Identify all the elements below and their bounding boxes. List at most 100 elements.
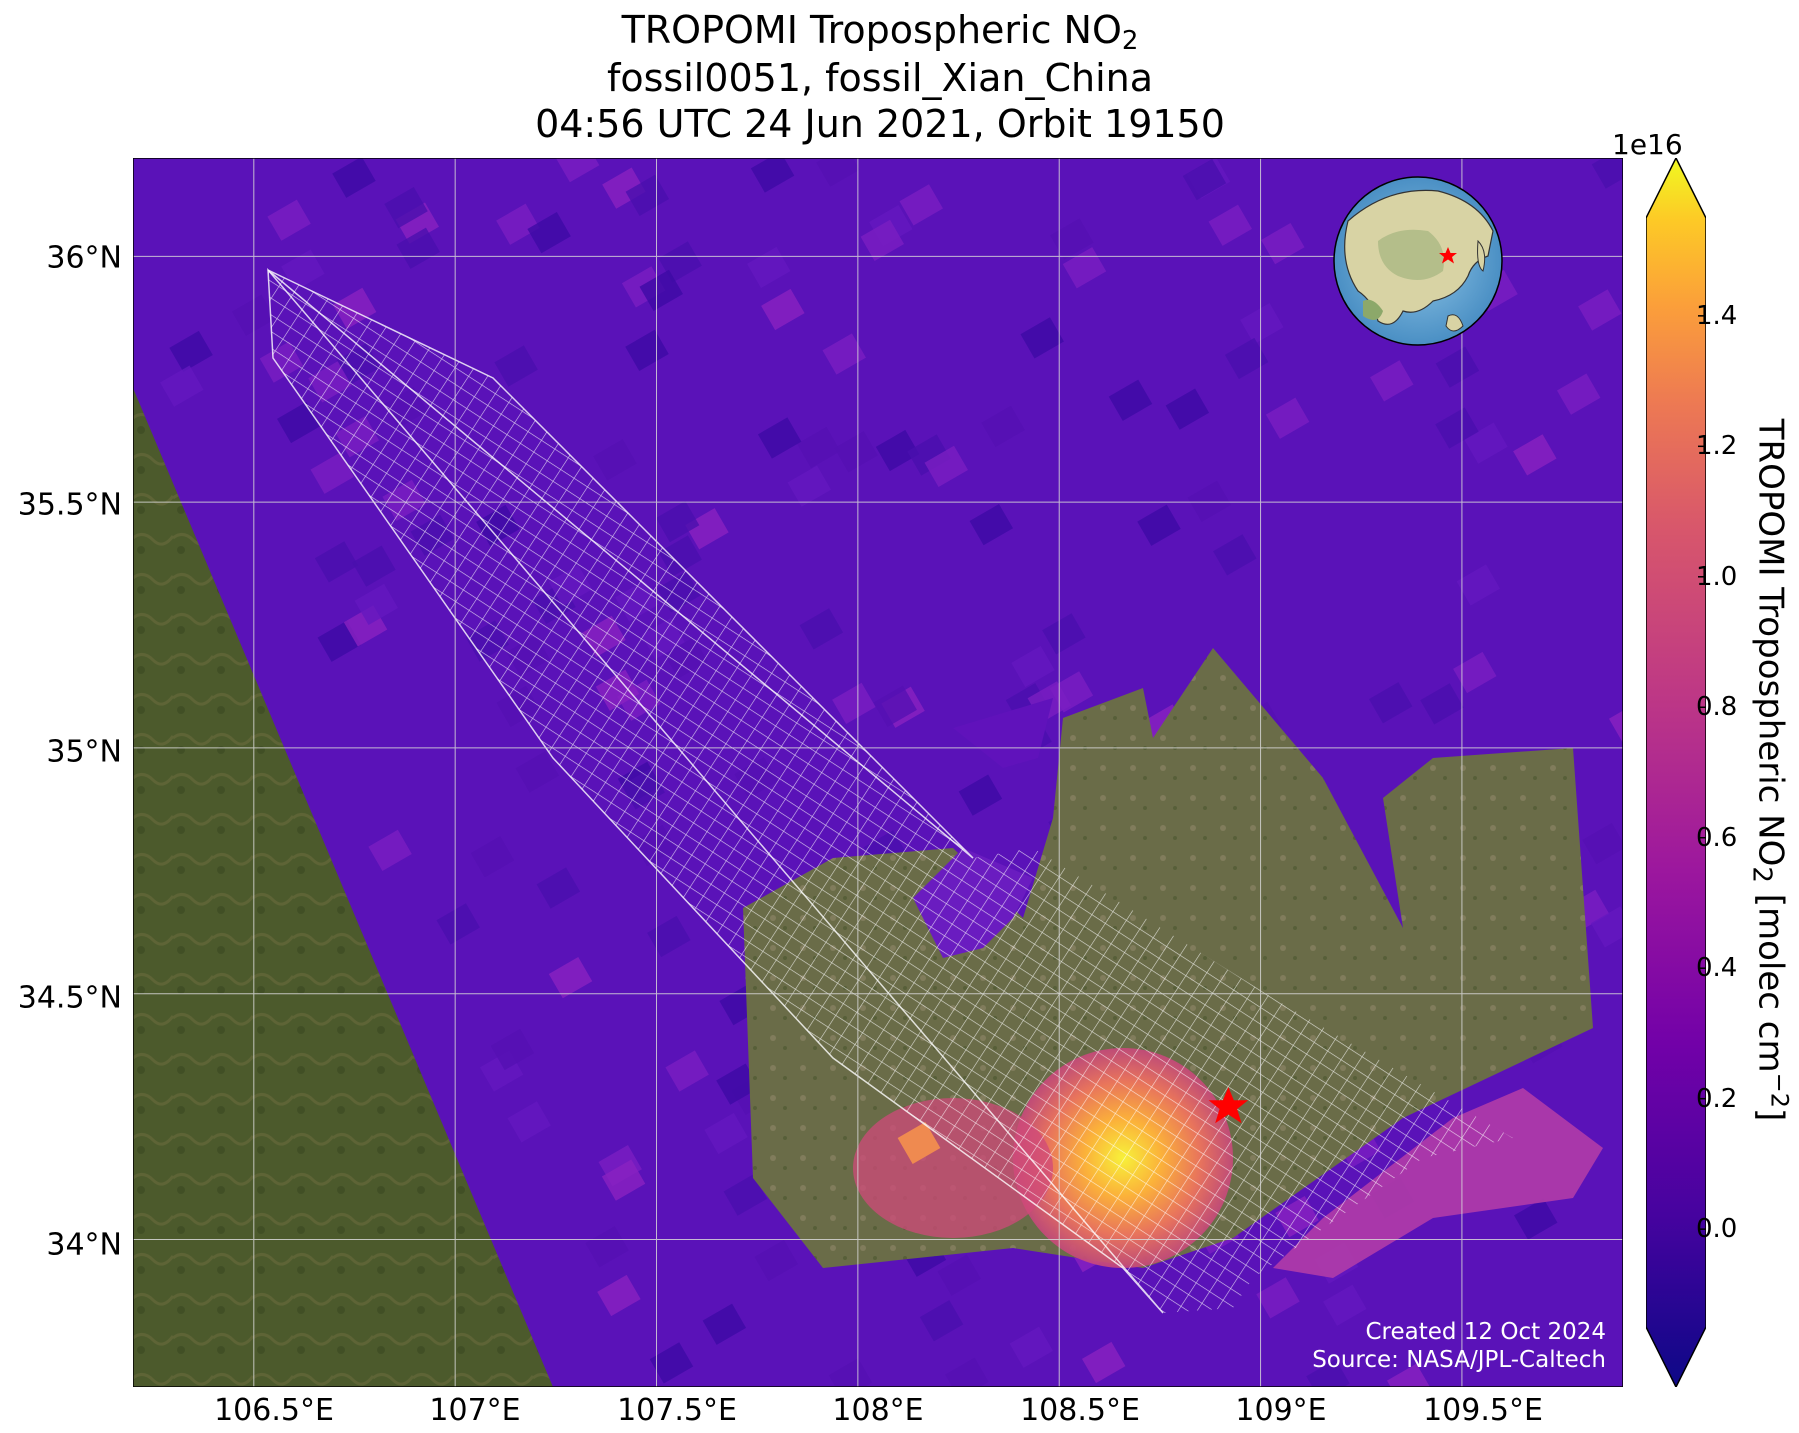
no2-pixel [1582,823,1623,865]
created-date: Created 12 Oct 2024 [1365,1319,1606,1345]
no2-pixel [1591,158,1623,189]
credit-text: Created 12 Oct 2024 Source: NASA/JPL-Cal… [1312,1318,1606,1374]
no2-pixel [436,903,480,945]
no2-pixel [665,1050,709,1092]
no2-pixel [494,345,538,387]
no2-pixel [1368,682,1413,724]
no2-pixel [277,401,321,444]
no2-pixel [958,774,1003,816]
no2-pixel [1453,651,1497,694]
no2-patch [953,698,1053,768]
no2-pixel [969,504,1014,546]
no2-pixel [515,751,560,793]
map-panel [133,158,1623,1387]
chart-subtitle-site: fossil0051, fossil_Xian_China [606,56,1154,100]
data-source: Source: NASA/JPL-Caltech [1312,1347,1606,1373]
colorbar [1645,156,1707,1389]
no2-pixel [754,1239,798,1282]
lat-tick-label: 34.5°N [17,980,122,1016]
no2-pixel [702,1303,747,1345]
no2-pixel [470,836,515,878]
no2-pixel [332,158,376,198]
no2-pixel [1513,434,1557,476]
no2-pixel [723,1174,768,1216]
no2-pixel [1042,613,1086,655]
no2-pixel [1224,337,1269,380]
no2-pixel [1435,407,1479,449]
no2-pixel [625,329,669,372]
map-canvas [133,158,1623,1387]
lon-tick-label: 109.5°E [1423,1393,1543,1428]
no2-pixel [1009,1326,1054,1368]
no2-pixel [536,867,581,909]
no2-pixel [797,426,841,469]
no2-pixel [1213,534,1257,576]
no2-pixel [1049,671,1094,713]
no2-pixel [860,219,905,262]
no2-pixel [685,508,729,550]
colorbar-tick-label: 0.8 [1696,692,1738,723]
no2-pixel [907,434,951,476]
no2-pixel [834,431,878,473]
no2-pixel [937,1254,981,1296]
no2-pixel [828,1358,873,1387]
no2-pixel [639,269,683,312]
no2-pixel [822,333,866,375]
no2-pixel [757,417,802,459]
no2-pixel [1020,317,1064,359]
colorbar-multiplier: 1e16 [1612,128,1683,161]
no2-pixel [1435,346,1480,388]
no2-pixel [1050,218,1094,260]
no2-pixel [1386,1363,1431,1387]
no2-pixel [1108,379,1153,421]
lon-tick-label: 109°E [1235,1393,1327,1428]
lon-tick-label: 107°E [429,1393,521,1428]
no2-pixel [1062,247,1107,289]
no2-pixel [395,202,439,244]
lat-tick-label: 36°N [46,240,122,276]
chart-title: TROPOMI Tropospheric NO2 [621,8,1139,56]
no2-pixel [704,1112,748,1155]
chart-subtitle-time: 04:56 UTC 24 Jun 2021, Orbit 19150 [535,102,1225,146]
no2-pixel [625,174,670,217]
no2-pixel [507,1101,551,1143]
colorbar-tick-label: 0.0 [1696,1214,1738,1245]
no2-pixel [1165,388,1210,430]
no2-pixel [601,1159,646,1201]
no2-pixel [1081,1341,1126,1384]
no2-pixel [496,203,540,245]
no2-pixel [1456,564,1501,606]
no2-pixel [832,682,876,725]
no2-pixel [396,227,440,269]
no2-pixel [1261,222,1305,265]
no2-pixel [597,1274,641,1317]
no2-pixel [875,429,920,472]
no2-pixel [281,249,325,291]
no2-pixel [548,957,593,999]
no2-pixel [716,1063,760,1105]
no2-pixel [602,167,646,209]
colorbar-label: TROPOMI Tropospheric NO2 [molec cm−2] [1746,418,1794,1122]
no2-pixel [816,158,860,187]
no2-pixel [1420,683,1464,725]
no2-pixel [899,184,943,226]
no2-pixel [1578,289,1622,331]
no2-pixel [1208,204,1252,246]
no2-pixel [1590,906,1623,948]
no2-pixel [352,545,396,587]
no2-pixel [1137,504,1181,546]
no2-pixel [1011,645,1055,688]
no2-pixel [490,1028,535,1071]
no2-pixel [267,199,311,241]
graticule [133,158,1623,1387]
no2-pixel [761,288,805,331]
no2-pixel [1323,1284,1367,1326]
lon-tick-label: 107.5°E [617,1393,737,1428]
no2-pixel [310,452,354,494]
no2-pixel [787,465,832,507]
colorbar-tick-label: 0.4 [1696,953,1738,984]
no2-pixel [799,608,844,650]
no2-pixel [1265,397,1310,439]
no2-pixel [1514,1198,1558,1240]
colorbar-tick-label: 1.4 [1696,300,1738,331]
